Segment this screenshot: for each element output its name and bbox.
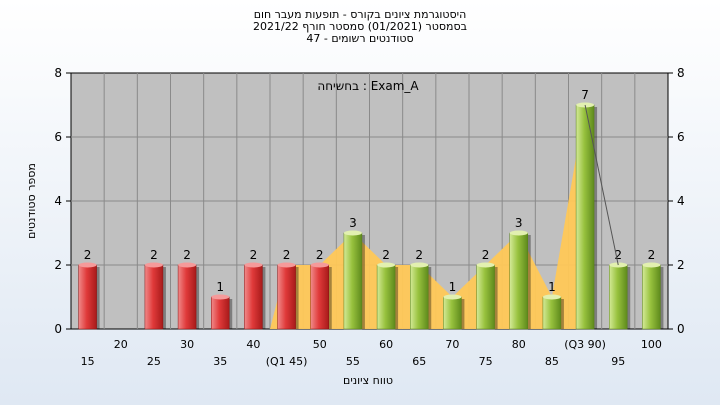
trend-line [584, 104, 619, 266]
y-tick-label-right: 6 [677, 130, 685, 144]
x-tick-label: 40 [246, 338, 260, 351]
y-tick-label-left: 8 [54, 66, 62, 80]
x-tick-label: 70 [445, 338, 459, 351]
bar-cap [410, 262, 429, 268]
bar-cap [211, 294, 230, 300]
y-tick-label-right: 4 [677, 194, 685, 208]
bar-90 [575, 104, 595, 330]
bar-value-label: 2 [150, 248, 158, 262]
bar-cap [343, 230, 362, 236]
bar-cap [144, 262, 163, 268]
bar-cap [310, 262, 329, 268]
x-tick-label: 65 [412, 355, 426, 368]
x-tick-label: 30 [180, 338, 194, 351]
bar-50 [310, 264, 329, 330]
bar-65 [410, 264, 429, 330]
y-tick-label-left: 6 [54, 130, 62, 144]
x-tick-label: 60 [379, 338, 393, 351]
bar-75 [476, 264, 495, 330]
bar-value-label: 2 [250, 248, 258, 262]
bar-cap [476, 262, 495, 268]
bar-value-label: 2 [84, 248, 92, 262]
bar-value-label: 2 [183, 248, 191, 262]
bar-70 [443, 296, 462, 330]
chart-registered: סטודנטים רשומים - 47 [306, 32, 414, 45]
y-tick-label-left: 0 [54, 322, 62, 336]
x-tick-label: 20 [114, 338, 128, 351]
chart-title: היסטוגרמת ציונים בקורס - תופעות מעבר חום [253, 8, 467, 21]
bar-cap [642, 262, 661, 268]
bar-value-label: 2 [614, 248, 622, 262]
bar-cap [244, 262, 263, 268]
bar-value-label: 2 [316, 248, 324, 262]
x-tick-label: 15 [81, 355, 95, 368]
x-tick-label: 50 [313, 338, 327, 351]
bar-value-label: 2 [283, 248, 291, 262]
x-tick-label: 80 [512, 338, 526, 351]
bar-cap [377, 262, 396, 268]
bar-value-label: 3 [349, 216, 357, 230]
bar-value-label: 3 [515, 216, 523, 230]
exam-annotation: בחשיחה : Exam_A [317, 79, 419, 93]
y-tick-label-left: 2 [54, 258, 62, 272]
bar-80 [509, 232, 528, 330]
y-tick-label-right: 2 [677, 258, 685, 272]
bar-35 [211, 296, 230, 330]
y-tick-label-right: 8 [677, 66, 685, 80]
bar-15 [78, 264, 97, 330]
bar-55 [343, 232, 363, 330]
bar-25 [144, 264, 164, 330]
x-tick-label: 25 [147, 355, 161, 368]
x-tick-label: 100 [641, 338, 662, 351]
x-tick-label: 75 [479, 355, 493, 368]
bar-cap [443, 294, 462, 300]
chart-subtitle: בסמסטר (01/2021) סמסטר חורף 2021/22 [253, 20, 467, 33]
x-axis-label: טווח ציונים [343, 374, 393, 387]
bar-value-label: 1 [449, 280, 457, 294]
chart-titles: היסטוגרמת ציונים בקורס - תופעות מעבר חום… [0, 9, 720, 45]
bar-cap [277, 262, 296, 268]
bar-value-label: 2 [415, 248, 423, 262]
bar-60 [376, 264, 396, 330]
bar-cap [78, 262, 97, 268]
bar-95 [609, 264, 628, 330]
y-tick-label-right: 0 [677, 322, 685, 336]
bar-45 [277, 264, 296, 330]
bar-40 [244, 264, 263, 330]
x-tick-label: (Q1 45) [266, 355, 308, 368]
y-tick-label-left: 4 [54, 194, 62, 208]
bar-cap [178, 262, 197, 268]
x-tick-label: 95 [611, 355, 625, 368]
bar-85 [542, 296, 562, 330]
bar-30 [177, 264, 197, 330]
x-tick-label: 35 [213, 355, 227, 368]
bar-value-label: 2 [382, 248, 390, 262]
bar-value-label: 7 [581, 88, 589, 102]
bar-100 [642, 264, 661, 330]
x-tick-label: (Q3 90) [564, 338, 606, 351]
bar-value-label: 2 [482, 248, 490, 262]
x-tick-label: 85 [545, 355, 559, 368]
bar-value-label: 1 [548, 280, 556, 294]
bar-value-label: 2 [648, 248, 656, 262]
bar-cap [542, 294, 561, 300]
x-tick-label: 55 [346, 355, 360, 368]
y-axis-label: מספר סטודנטים [25, 163, 38, 239]
bar-value-label: 1 [216, 280, 224, 294]
bar-cap [509, 230, 528, 236]
